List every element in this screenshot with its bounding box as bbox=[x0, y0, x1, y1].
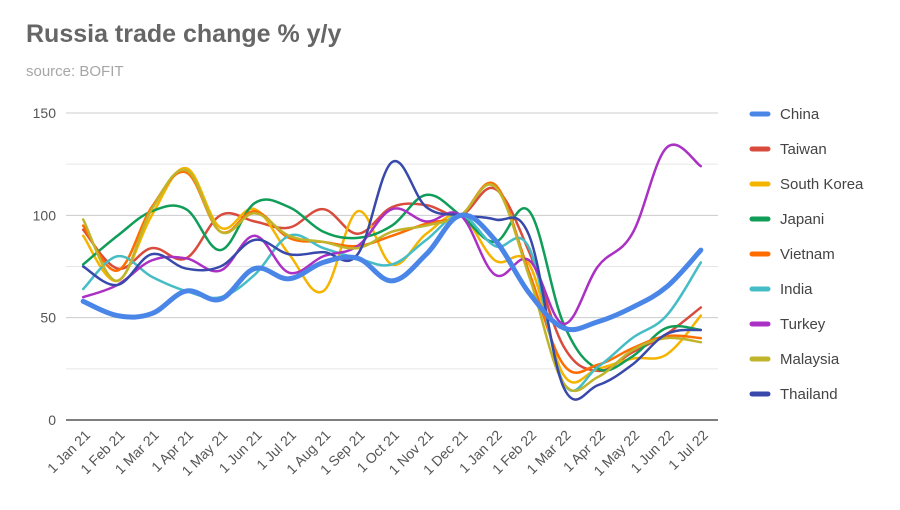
series-line-india bbox=[81, 214, 703, 392]
y-axis-ticks: 0 50 100 150 bbox=[33, 105, 57, 428]
series-line-china bbox=[80, 212, 704, 333]
series-line-vietnam bbox=[81, 170, 703, 375]
y-tick-label: 0 bbox=[48, 412, 56, 428]
series-line-malaysia bbox=[81, 168, 703, 392]
legend-label-malaysia: Malaysia bbox=[780, 351, 840, 368]
legend-label-india: India bbox=[780, 281, 813, 298]
legend: China Taiwan South Korea Japani Vietnam India… bbox=[749, 106, 864, 403]
y-tick-label: 50 bbox=[40, 310, 56, 326]
legend-label-japani: Japani bbox=[780, 211, 824, 228]
y-tick-label: 150 bbox=[33, 105, 57, 121]
y-tick-label: 100 bbox=[33, 207, 57, 223]
chart-subtitle: source: BOFIT bbox=[26, 63, 124, 80]
legend-label-south-korea: South Korea bbox=[780, 176, 864, 193]
chart-title: Russia trade change % y/y bbox=[26, 20, 342, 48]
legend-label-thailand: Thailand bbox=[780, 386, 838, 403]
series-lines bbox=[80, 143, 704, 401]
legend-label-vietnam: Vietnam bbox=[780, 246, 835, 263]
legend-label-taiwan: Taiwan bbox=[780, 141, 827, 158]
series-line-turkey bbox=[81, 143, 703, 326]
series-line-japani bbox=[81, 193, 703, 372]
series-line-thailand bbox=[81, 159, 703, 401]
legend-label-turkey: Turkey bbox=[780, 316, 826, 333]
legend-label-china: China bbox=[780, 106, 820, 123]
series-line-south-korea bbox=[81, 167, 703, 384]
x-axis-ticks: 1 Jan 211 Feb 211 Mar 211 Apr 211 May 21… bbox=[44, 427, 711, 479]
